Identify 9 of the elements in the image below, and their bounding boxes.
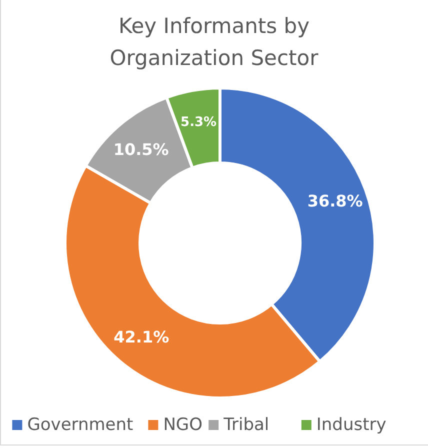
chart-title: Key Informants by Organization Sector: [110, 14, 319, 70]
data-label: 42.1%: [114, 327, 170, 346]
data-label: 5.3%: [180, 114, 217, 130]
legend-label: Tribal: [222, 415, 270, 435]
data-label: 10.5%: [113, 140, 169, 159]
legend-label: Government: [27, 415, 134, 435]
data-label: 36.8%: [307, 191, 363, 210]
legend-label: Industry: [316, 415, 386, 435]
legend-label: NGO: [163, 415, 202, 435]
